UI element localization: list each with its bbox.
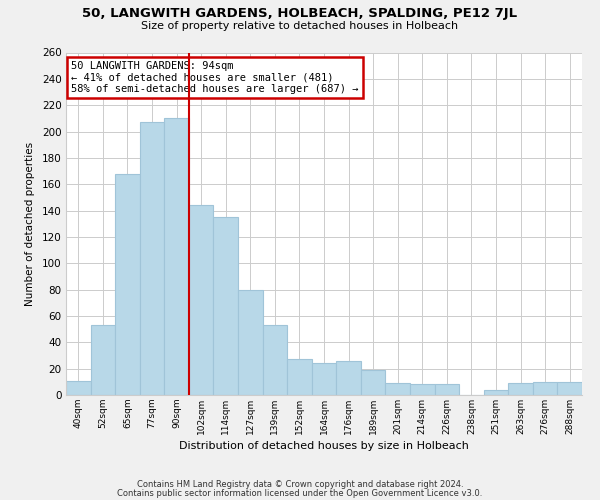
Bar — [164, 118, 189, 395]
Bar — [214, 217, 238, 395]
Bar — [238, 290, 263, 395]
Bar — [312, 364, 336, 395]
Bar — [66, 380, 91, 395]
Text: Contains public sector information licensed under the Open Government Licence v3: Contains public sector information licen… — [118, 488, 482, 498]
Text: Contains HM Land Registry data © Crown copyright and database right 2024.: Contains HM Land Registry data © Crown c… — [137, 480, 463, 489]
Text: Size of property relative to detached houses in Holbeach: Size of property relative to detached ho… — [142, 21, 458, 31]
Bar — [557, 382, 582, 395]
Text: 50, LANGWITH GARDENS, HOLBEACH, SPALDING, PE12 7JL: 50, LANGWITH GARDENS, HOLBEACH, SPALDING… — [82, 8, 518, 20]
Bar — [533, 382, 557, 395]
Bar — [189, 206, 214, 395]
Bar — [484, 390, 508, 395]
Bar — [287, 360, 312, 395]
Bar — [140, 122, 164, 395]
Bar — [434, 384, 459, 395]
Text: 50 LANGWITH GARDENS: 94sqm
← 41% of detached houses are smaller (481)
58% of sem: 50 LANGWITH GARDENS: 94sqm ← 41% of deta… — [71, 61, 359, 94]
Bar — [361, 370, 385, 395]
Bar — [263, 325, 287, 395]
Y-axis label: Number of detached properties: Number of detached properties — [25, 142, 35, 306]
Bar — [115, 174, 140, 395]
Bar — [336, 361, 361, 395]
Bar — [410, 384, 434, 395]
Bar — [91, 325, 115, 395]
Bar — [508, 383, 533, 395]
X-axis label: Distribution of detached houses by size in Holbeach: Distribution of detached houses by size … — [179, 441, 469, 451]
Bar — [385, 383, 410, 395]
